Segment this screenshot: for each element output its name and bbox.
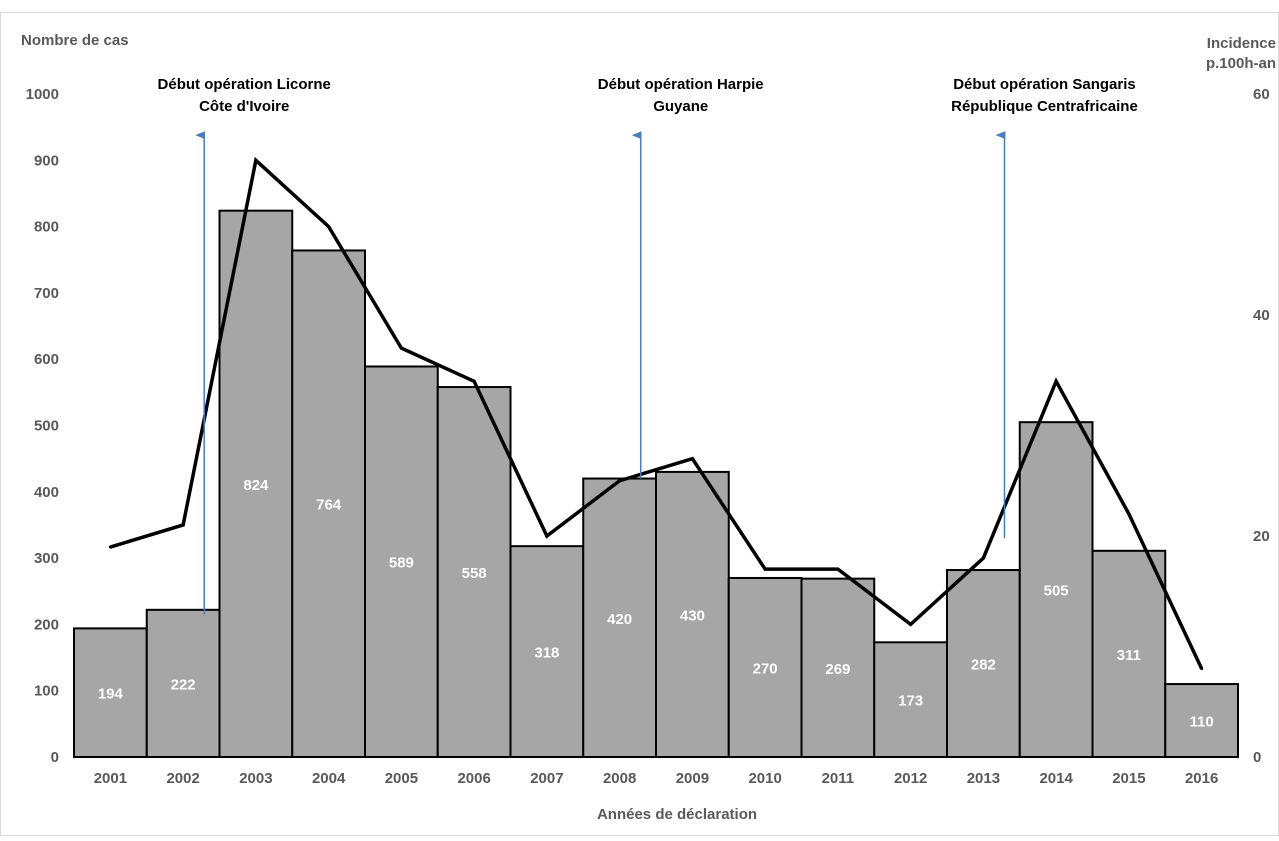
incidence-point [836,567,840,571]
bar-value-label: 764 [316,497,342,514]
y-tick-label: 800 [34,219,59,236]
x-tick-label: 2011 [822,770,855,787]
x-tick-label: 2010 [748,770,781,787]
bar-value-label: 269 [825,661,850,678]
bar-value-label: 589 [389,555,414,572]
x-axis-title: Années de déclaration [597,806,757,823]
y2-tick-label: 20 [1253,528,1270,545]
bar-value-label: 194 [98,686,124,703]
x-tick-label: 2006 [457,770,490,787]
x-tick-label: 2013 [967,770,1000,787]
y-tick-label: 500 [34,418,59,435]
bar-value-label: 173 [898,693,923,710]
x-tick-label: 2012 [894,770,927,787]
y2-axis-title-line-1: Incidence [1207,35,1276,52]
x-tick-label: 2008 [603,770,636,787]
bar [291,249,366,759]
incidence-point [1127,512,1131,516]
bar-value-label: 282 [971,657,996,674]
bar [509,545,585,759]
x-tick-label: 2009 [676,770,709,787]
incidence-point [909,622,913,626]
y-tick-label: 200 [34,616,59,633]
incidence-point [181,523,185,527]
bar [1018,421,1094,758]
bar [800,577,876,759]
y-tick-label: 700 [34,285,59,302]
y-axis-title: Nombre de cas [21,32,129,49]
y-tick-label: 900 [34,152,59,169]
bar [1091,549,1167,758]
incidence-point [108,545,112,549]
bar [436,386,512,758]
incidence-point [472,379,476,383]
bar [1164,683,1239,759]
x-tick-label: 2003 [239,770,272,787]
bar-value-label: 270 [753,660,778,677]
bar [145,608,221,759]
annotation-text: Côte d'Ivoire [199,98,289,115]
y-tick-label: 100 [34,683,59,700]
y-tick-label: 1000 [26,86,59,103]
incidence-line [109,156,1204,670]
annotation-text: Guyane [653,98,708,115]
incidence-point [1054,379,1058,383]
bar [873,641,948,759]
incidence-point [763,567,767,571]
bar-value-label: 430 [680,607,705,624]
annotation-text: Début opération Harpie [598,76,764,93]
incidence-point [690,457,694,461]
x-tick-label: 2014 [1039,770,1073,787]
incidence-point [618,479,622,483]
annotation-text: Début opération Sangaris [953,76,1136,93]
incidence-point [327,225,331,229]
bar-value-label: 505 [1044,583,1069,600]
y2-tick-label: 60 [1253,86,1270,103]
x-tick-label: 2005 [385,770,418,787]
y2-axis-title-line-2: p.100h-an [1206,55,1276,72]
annotation-text: Début opération Licorne [158,76,331,93]
bar-value-label: 222 [171,676,196,693]
x-tick-label: 2015 [1112,770,1145,787]
incidence-point [981,556,985,560]
y2-tick-label: 0 [1253,749,1261,766]
y2-tick-label: 40 [1253,307,1270,324]
annotation-text: République Centrafricaine [951,98,1138,115]
bar-value-label: 558 [462,565,487,582]
x-tick-label: 2004 [312,770,346,787]
bar-value-label: 420 [607,611,632,628]
x-tick-label: 2002 [166,770,199,787]
y-tick-label: 300 [34,550,59,567]
bar [655,470,730,758]
bar-value-label: 824 [243,477,269,494]
y-tick-label: 400 [34,484,59,501]
bar-value-label: 311 [1117,647,1141,664]
incidence-point [399,346,403,350]
bar-value-label: 110 [1190,714,1214,731]
y-tick-label: 600 [34,351,59,368]
y-tick-label: 0 [51,749,59,766]
x-tick-label: 2016 [1185,770,1218,787]
bar-value-label: 318 [534,645,559,662]
incidence-point [254,158,258,162]
bar [582,477,657,758]
incidence-point [545,534,549,538]
incidence-point [1200,667,1204,671]
x-tick-label: 2001 [94,770,127,787]
x-tick-label: 2007 [530,770,563,787]
